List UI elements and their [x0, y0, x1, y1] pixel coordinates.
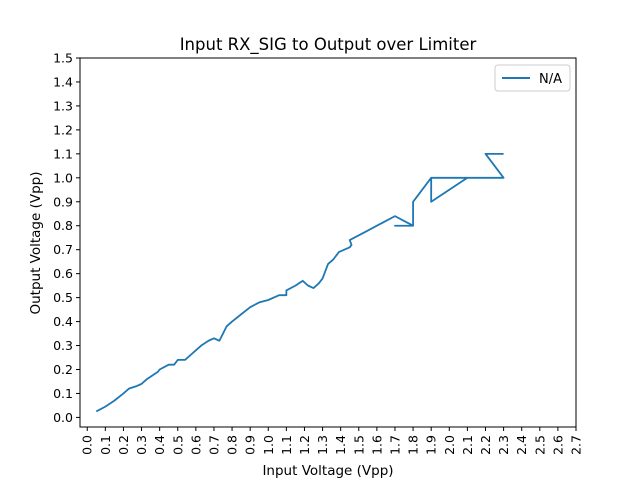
x-tick-label: 1.8 [406, 435, 421, 455]
chart-title: Input RX_SIG to Output over Limiter [180, 35, 477, 55]
x-tick-label: 2.0 [442, 435, 457, 455]
y-tick-label: 0.6 [53, 266, 73, 281]
x-tick-label: 1.5 [351, 435, 366, 455]
y-tick-label: 0.3 [53, 338, 73, 353]
y-tick-label: 1.0 [53, 170, 73, 185]
y-tick-label: 1.4 [53, 74, 73, 89]
x-tick-label: 1.6 [369, 435, 384, 455]
x-tick-label: 2.1 [460, 435, 475, 455]
legend-label: N/A [539, 72, 562, 87]
x-tick-label: 1.9 [424, 435, 439, 455]
x-tick-label: 0.5 [170, 435, 185, 455]
legend: N/A [494, 64, 571, 92]
x-tick-label: 0.6 [188, 435, 203, 455]
y-tick-label: 0.9 [53, 194, 73, 209]
x-tick-label: 2.5 [532, 435, 547, 455]
y-tick-label: 1.1 [53, 146, 73, 161]
y-tick-label: 0.0 [53, 410, 73, 425]
x-tick-label: 2.3 [496, 435, 511, 455]
x-tick-label: 2.4 [514, 435, 529, 455]
x-tick-label: 0.3 [134, 435, 149, 455]
x-axis-label: Input Voltage (Vpp) [262, 463, 393, 479]
y-tick-label: 0.1 [53, 386, 73, 401]
x-tick-label: 2.2 [478, 435, 493, 455]
legend-box [494, 64, 571, 92]
x-tick-label: 0.2 [116, 435, 131, 455]
plot-frame [79, 57, 577, 428]
x-tick-label: 1.7 [387, 435, 402, 455]
x-tick-label: 0.4 [152, 435, 167, 455]
y-tick-label: 0.4 [53, 314, 73, 329]
x-tick-label: 2.6 [550, 435, 565, 455]
x-tick-label: 0.1 [98, 435, 113, 455]
x-tick-label: 0.9 [243, 435, 258, 455]
y-tick-label: 0.5 [53, 290, 73, 305]
x-tick-label: 0.8 [225, 435, 240, 455]
series-line-0 [95, 152, 505, 413]
x-tick-label: 1.2 [297, 435, 312, 455]
x-tick-label: 0.0 [80, 435, 95, 455]
x-tick-label: 1.1 [279, 435, 294, 455]
series-layer [95, 152, 505, 413]
x-tick-label: 1.4 [333, 435, 348, 455]
y-tick-label: 0.2 [53, 362, 73, 377]
x-axis: 0.0 0.1 0.2 0.3 0.4 0.5 0.6 0.7 0.8 0.9 1.0 1.1 1.2 1… [80, 427, 584, 455]
y-axis: 0.0 0.1 0.2 0.3 0.4 0.5 0.6 0.7 0.8 0.9 1.0 1.1 1.2 1… [53, 51, 80, 425]
y-tick-label: 1.5 [53, 51, 73, 66]
y-tick-label: 0.7 [53, 242, 73, 257]
x-tick-label: 0.7 [206, 435, 221, 455]
x-tick-label: 2.7 [569, 435, 584, 455]
x-tick-label: 1.0 [261, 435, 276, 455]
y-tick-label: 1.3 [53, 98, 73, 113]
y-tick-label: 0.8 [53, 218, 73, 233]
y-tick-label: 1.2 [53, 122, 73, 137]
x-tick-label: 1.3 [315, 435, 330, 455]
y-axis-label: Output Voltage (Vpp) [28, 171, 44, 314]
